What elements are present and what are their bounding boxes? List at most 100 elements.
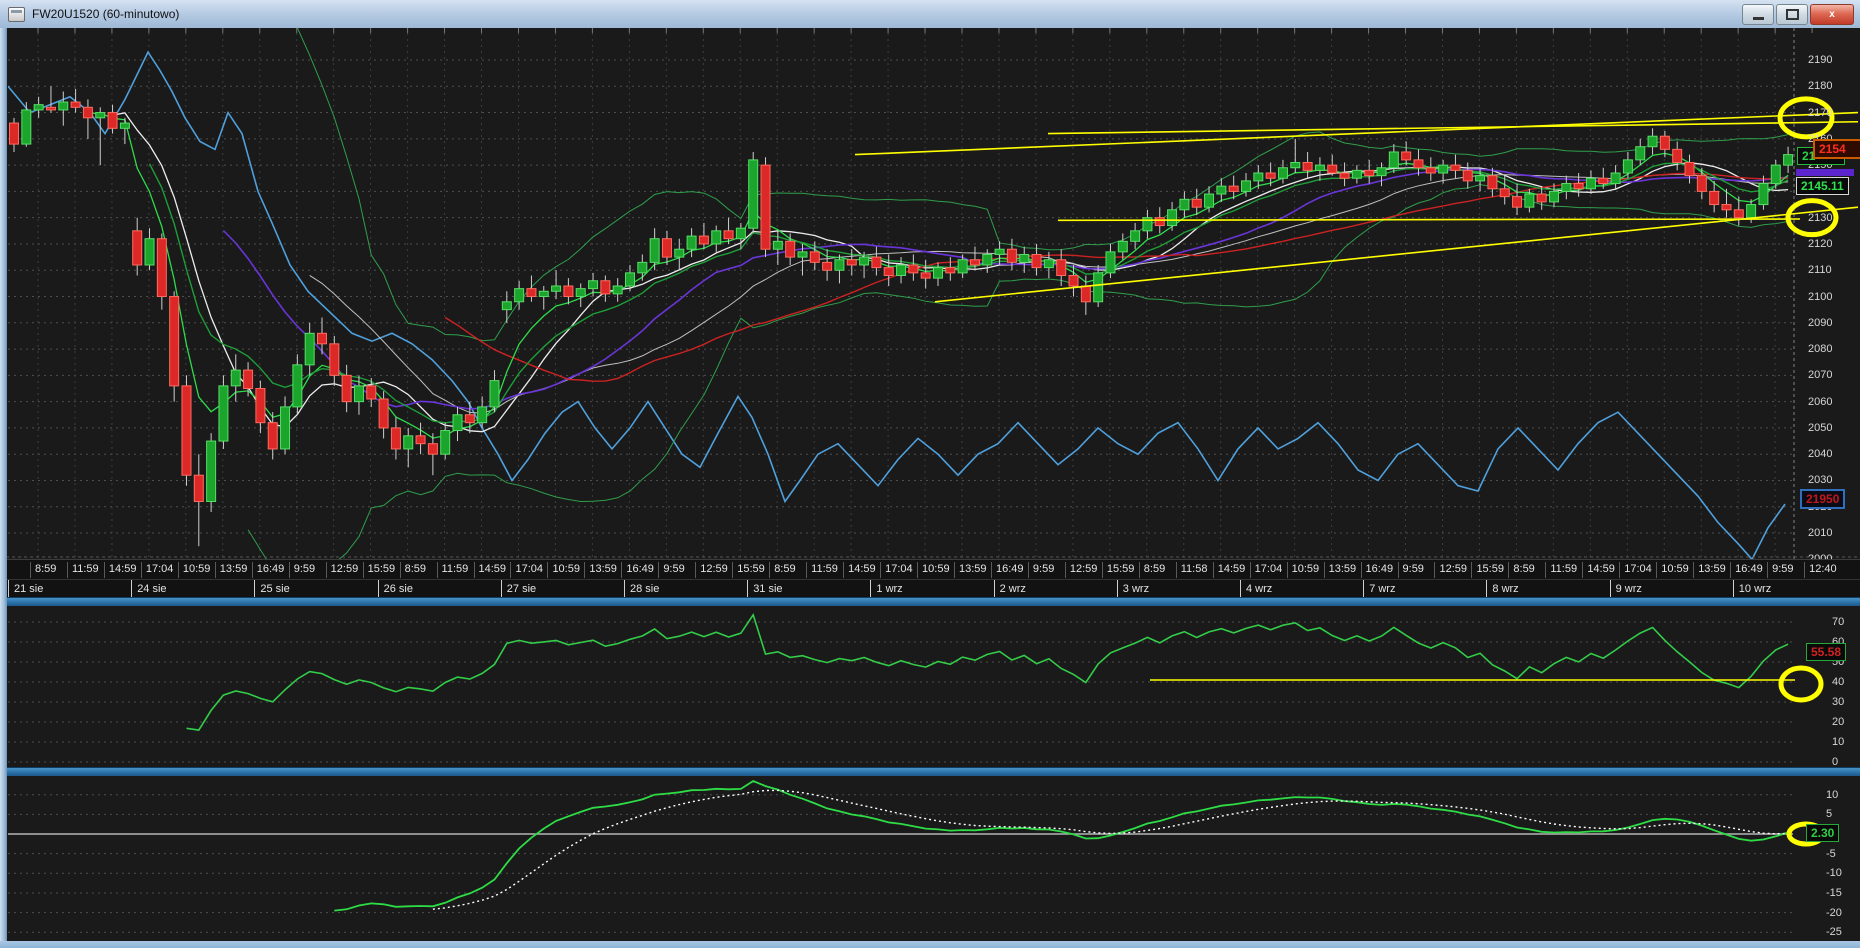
date-separator <box>870 580 872 598</box>
candlestick <box>969 246 980 271</box>
restore-button[interactable] <box>1776 4 1808 25</box>
price-tick-label: 2100 <box>1808 290 1833 303</box>
date-separator <box>993 580 995 598</box>
candlestick <box>403 427 414 468</box>
time-tick <box>1064 562 1066 578</box>
date-separator <box>624 580 625 598</box>
price-tick-label: 2090 <box>1808 316 1833 329</box>
trendline-annotation[interactable] <box>854 111 1859 156</box>
date-separator <box>1116 580 1118 598</box>
window-left-border <box>0 28 7 948</box>
candle-body <box>563 285 574 298</box>
candlestick <box>1290 138 1301 174</box>
minimize-button[interactable] <box>1742 4 1774 25</box>
date-label: 2 wrz <box>999 583 1026 595</box>
circle-annotation[interactable] <box>1777 96 1835 140</box>
candlestick <box>1043 251 1054 279</box>
candlestick <box>908 254 919 281</box>
candlestick <box>1573 173 1584 197</box>
macd-panel <box>8 779 1793 933</box>
panel-splitter[interactable] <box>0 597 1860 606</box>
candlestick <box>1475 167 1486 192</box>
time-tick <box>547 562 549 578</box>
candlestick <box>329 335 340 386</box>
time-tick <box>1397 562 1399 578</box>
time-label: 9:59 <box>1032 563 1055 575</box>
candlestick <box>797 243 808 276</box>
candle-body <box>464 414 475 424</box>
candle-body <box>1438 164 1449 174</box>
candlestick <box>994 241 1005 265</box>
minimize-icon <box>1752 17 1764 20</box>
rsi-value-label: 55.58 <box>1806 643 1847 661</box>
candlestick <box>317 317 327 355</box>
time-tick <box>140 562 142 578</box>
close-button[interactable]: x <box>1810 4 1854 25</box>
time-tick <box>1693 562 1695 578</box>
candlestick <box>9 117 19 152</box>
circle-annotation[interactable] <box>1778 665 1824 703</box>
macd-tick-label: -20 <box>1826 906 1842 919</box>
candlestick <box>1351 165 1362 184</box>
candle-body <box>772 240 783 250</box>
trendline-annotation[interactable] <box>934 206 1859 303</box>
date-separator <box>1240 580 1241 598</box>
time-label: 9:59 <box>293 563 316 575</box>
candle-body <box>181 385 192 476</box>
candlestick <box>218 375 229 449</box>
candlestick <box>686 228 697 258</box>
candlestick <box>1142 209 1153 239</box>
restore-icon <box>1785 9 1799 20</box>
candlestick <box>1647 128 1658 155</box>
time-label: 8:59 <box>1143 563 1166 575</box>
time-label: 17:04 <box>145 563 174 575</box>
candlestick <box>378 391 389 439</box>
date-separator <box>1363 580 1365 598</box>
candle-body <box>785 240 796 258</box>
trendline-annotation[interactable] <box>1047 120 1859 135</box>
candlestick <box>243 362 254 397</box>
time-label: 14:59 <box>1587 563 1615 575</box>
candle-body <box>1339 172 1350 179</box>
macd-line <box>334 779 1789 912</box>
trendline-annotation[interactable] <box>1057 218 1801 222</box>
candle-body <box>538 290 549 298</box>
time-tick <box>1212 562 1214 578</box>
time-label: 17:04 <box>1254 563 1283 575</box>
candlestick <box>1006 238 1017 271</box>
candlestick <box>933 262 943 287</box>
time-label: 10:59 <box>552 563 580 575</box>
candlestick <box>501 291 512 323</box>
time-label: 17:04 <box>885 563 913 575</box>
time-tick <box>1360 562 1362 578</box>
candle-body <box>1376 167 1387 177</box>
time-label: 12:40 <box>1809 563 1837 575</box>
circle-annotation[interactable] <box>1785 198 1839 238</box>
candle-body <box>822 261 833 271</box>
candlestick <box>1277 159 1288 184</box>
candlestick <box>1327 154 1338 176</box>
candlestick <box>859 251 870 279</box>
candle-body <box>797 251 808 258</box>
candlestick <box>1425 157 1436 181</box>
candle-body <box>1179 198 1190 211</box>
time-tick <box>177 562 179 578</box>
candle-body <box>1080 285 1091 303</box>
time-label: 17:04 <box>1624 563 1652 575</box>
candle-body <box>1019 253 1030 263</box>
candlestick <box>1105 243 1116 279</box>
price-tick-label: 2070 <box>1808 369 1833 382</box>
candlestick <box>1302 151 1313 179</box>
price-tick-label: 2180 <box>1808 80 1833 93</box>
panel-splitter[interactable] <box>0 767 1860 776</box>
candlestick <box>1130 222 1141 250</box>
candlestick <box>1733 196 1744 226</box>
candlestick <box>551 270 562 300</box>
candle-body <box>1167 209 1178 227</box>
candle-body <box>501 301 512 311</box>
time-tick <box>1545 562 1547 578</box>
candle-body <box>1216 185 1227 195</box>
candlestick <box>1191 188 1202 216</box>
date-label: 27 sie <box>506 583 537 595</box>
time-label: 10:59 <box>182 563 211 575</box>
